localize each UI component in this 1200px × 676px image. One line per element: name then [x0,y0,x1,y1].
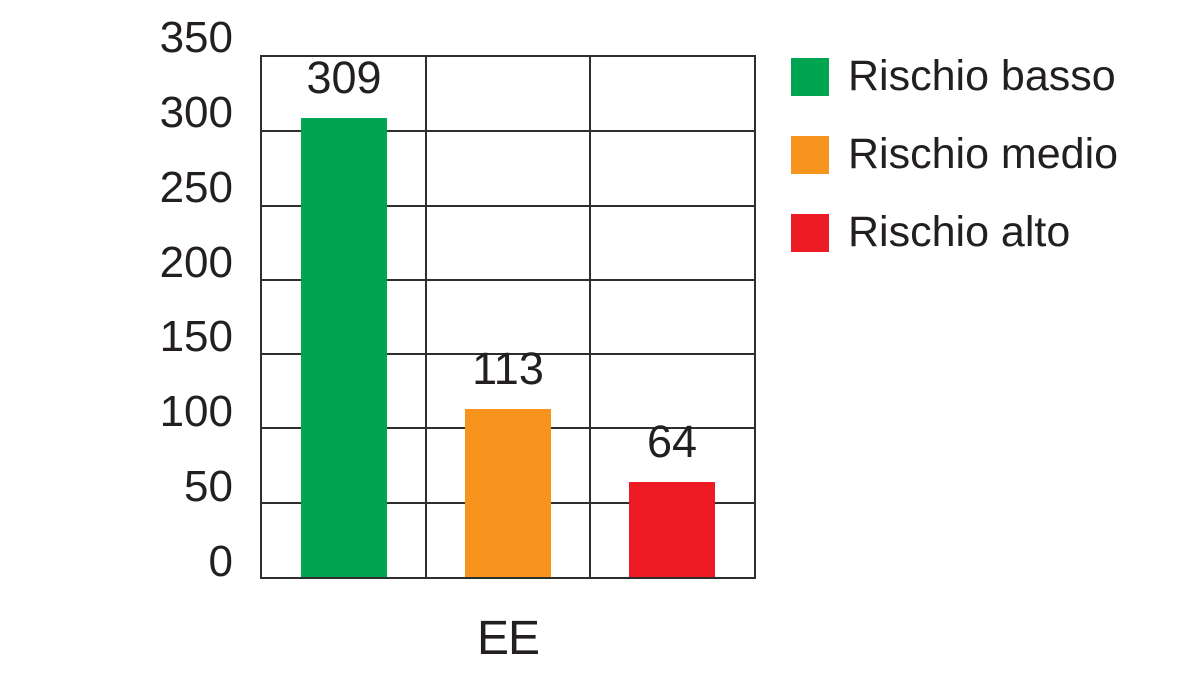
legend-label: Rischio alto [848,208,1071,256]
legend-swatch-icon [791,135,829,174]
plot-area: 309 113 64 [260,55,756,579]
gridline-horizontal [262,278,754,281]
bar-value-label: 64 [646,415,698,467]
legend: Rischio basso Rischio medio Rischio alto [791,55,1118,254]
legend-item: Rischio basso [791,55,1118,98]
gridline-horizontal [262,353,754,356]
gridline-vertical [589,57,591,577]
gridline-horizontal [262,130,754,133]
y-tick-label: 350 [159,13,233,62]
x-axis-label: EE [476,612,540,665]
legend-item: Rischio alto [791,211,1118,254]
legend-swatch-icon [791,213,829,252]
y-tick-label: 250 [159,162,233,212]
y-tick-label: 300 [159,87,233,137]
legend-swatch-icon [791,57,829,96]
legend-label: Rischio basso [848,52,1116,100]
y-tick-label: 100 [159,387,233,437]
bar-value-label: 113 [472,343,544,395]
bar-rischio-alto [629,481,715,577]
y-tick-label: 0 [208,537,233,586]
y-tick-label: 150 [159,312,233,362]
y-tick-label: 50 [184,462,233,512]
bar-rischio-basso [301,117,387,577]
bar-rischio-medio [465,409,551,577]
gridline-vertical [425,57,427,577]
legend-item: Rischio medio [791,133,1118,176]
y-tick-label: 200 [159,237,233,287]
gridline-horizontal [262,204,754,207]
y-axis: 0 50 100 150 200 250 300 350 [0,0,233,676]
bar-value-label: 309 [306,51,382,103]
legend-label: Rischio medio [848,130,1119,178]
